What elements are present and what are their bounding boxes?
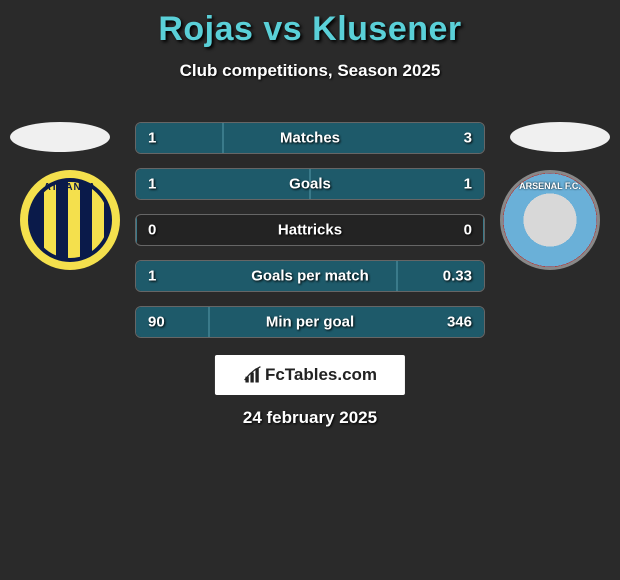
stats-table: 13Matches 11Goals 00Hattricks 10.33Goals pe… <box>135 122 485 352</box>
club-name-right: ARSENAL F.C. <box>503 181 597 191</box>
comparison-card: Rojas vs Klusener Club competitions, Sea… <box>0 0 620 580</box>
watermark-text: FcTables.com <box>265 365 377 385</box>
subtitle: Club competitions, Season 2025 <box>0 61 620 81</box>
bar-chart-icon <box>243 365 263 385</box>
page-title: Rojas vs Klusener <box>0 10 620 49</box>
watermark[interactable]: FcTables.com <box>215 355 405 395</box>
club-crest-left: ATLANTA <box>20 170 120 270</box>
stat-row: 00Hattricks <box>135 214 485 246</box>
player-photo-right <box>510 122 610 152</box>
stat-label: Matches <box>136 130 484 147</box>
stat-row: 11Goals <box>135 168 485 200</box>
stat-label: Goals <box>136 176 484 193</box>
stat-row: 90346Min per goal <box>135 306 485 338</box>
club-crest-right: ARSENAL F.C. <box>500 170 600 270</box>
stat-row: 13Matches <box>135 122 485 154</box>
stat-label: Min per goal <box>136 314 484 331</box>
stat-label: Hattricks <box>136 222 484 239</box>
stat-label: Goals per match <box>136 268 484 285</box>
date-label: 24 february 2025 <box>0 408 620 428</box>
stat-row: 10.33Goals per match <box>135 260 485 292</box>
club-name-left: ATLANTA <box>20 182 120 193</box>
player-photo-left <box>10 122 110 152</box>
